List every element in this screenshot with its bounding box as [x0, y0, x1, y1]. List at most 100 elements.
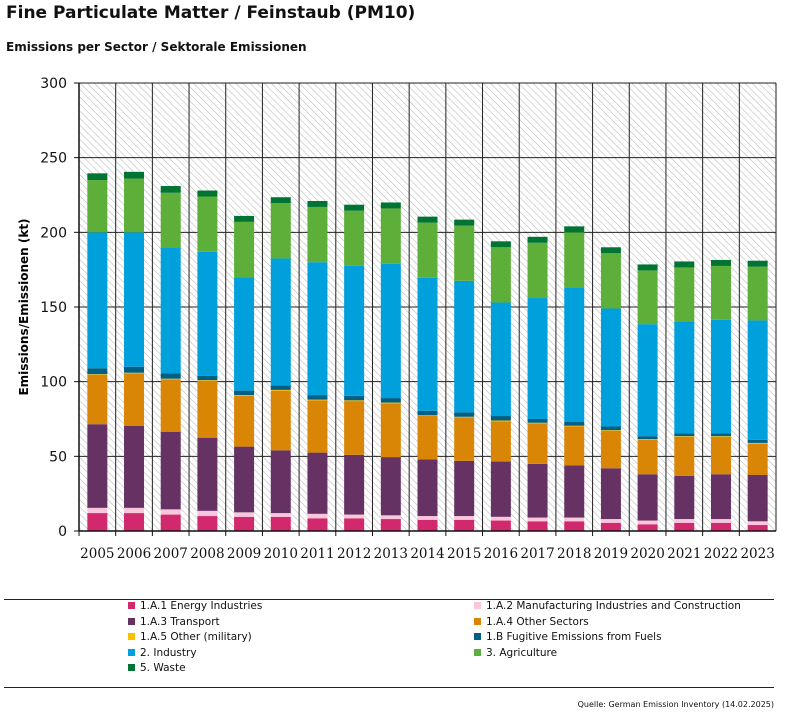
bar-segment	[124, 425, 145, 508]
legend-item: 1.A.1 Energy Industries	[128, 600, 262, 612]
bar-segment	[197, 190, 218, 197]
bar-segment	[454, 519, 475, 531]
y-tick-label: 0	[58, 524, 67, 540]
bar-segment	[87, 180, 108, 233]
bar-segment	[380, 403, 401, 458]
bar-segment	[564, 426, 585, 466]
bar-segment	[417, 277, 438, 411]
bar-segment	[417, 519, 438, 531]
bar-segment	[160, 514, 181, 531]
bar-segment	[600, 430, 621, 469]
bar-segment	[490, 302, 511, 417]
bar-segment	[234, 512, 255, 517]
bar-segment	[307, 206, 328, 263]
bar-segment	[674, 436, 695, 437]
bar-segment	[527, 419, 548, 423]
bar-segment	[417, 415, 438, 417]
bar-segment	[600, 253, 621, 309]
y-axis-label: Emissions/Emissionen (kt)	[17, 218, 31, 395]
bar-segment	[564, 521, 585, 531]
bar-segment	[600, 430, 621, 431]
legend-swatch	[474, 633, 481, 640]
bar-segment	[674, 433, 695, 437]
bar-segment	[527, 242, 548, 299]
bar-segment	[124, 373, 145, 426]
bar-segment	[87, 424, 108, 508]
legend-swatch	[128, 664, 135, 671]
bar-segment	[307, 262, 328, 396]
bar-segment	[344, 514, 365, 519]
bar-segment	[747, 475, 768, 522]
bar-segment	[234, 516, 255, 531]
bar-segment	[600, 247, 621, 254]
legend: 1.A.1 Energy Industries 1.A.2 Manufacturi…	[0, 600, 800, 682]
bar-segment	[564, 517, 585, 522]
bar-segment	[454, 412, 475, 417]
bar-segment	[564, 425, 585, 427]
bar-segment	[197, 196, 218, 252]
bar-segment	[600, 468, 621, 520]
legend-label: 2. Industry	[140, 646, 197, 659]
legend-item: 1.A.2 Manufacturing Industries and Const…	[474, 600, 741, 612]
bar-segment	[527, 423, 548, 464]
bar-segment	[344, 454, 365, 515]
bar-segment	[307, 200, 328, 207]
legend-item: 5. Waste	[128, 662, 186, 674]
bar-segment	[87, 232, 108, 369]
bar-segment	[674, 267, 695, 322]
bar-segment	[307, 395, 328, 400]
bar-segment	[527, 517, 548, 522]
bar-segment	[124, 366, 145, 373]
bar-segment	[600, 519, 621, 523]
legend-swatch	[128, 633, 135, 640]
bar-segment	[344, 204, 365, 211]
bar-segment	[380, 519, 401, 531]
bar-segment	[270, 513, 291, 517]
bar-segment	[747, 320, 768, 440]
x-tick-label: 2018	[557, 546, 591, 560]
bar-segment	[564, 287, 585, 422]
bar-segment	[344, 518, 365, 531]
legend-swatch	[474, 602, 481, 609]
legend-label: 1.B Fugitive Emissions from Fuels	[486, 631, 662, 643]
bar-segment	[234, 395, 255, 447]
bar-segment	[307, 400, 328, 453]
bar-segment	[490, 520, 511, 531]
x-tick-label: 2006	[117, 546, 151, 560]
legend-label: 5. Waste	[140, 662, 186, 674]
page-title: Fine Particulate Matter / Feinstaub (PM1…	[6, 3, 416, 23]
bar-segment	[160, 431, 181, 510]
x-tick-label: 2022	[704, 546, 738, 560]
legend-label: 1.A.1 Energy Industries	[140, 600, 263, 612]
legend-item: 1.A.5 Other (military)	[128, 631, 252, 643]
bar-segment	[87, 374, 108, 425]
bar-segment	[600, 522, 621, 531]
legend-item: 1.B Fugitive Emissions from Fuels	[474, 631, 662, 643]
y-tick-label: 250	[40, 151, 67, 167]
legend-label: 1.A.2 Manufacturing Industries and Const…	[486, 600, 741, 612]
bar-segment	[197, 510, 218, 517]
bar-segment	[710, 433, 731, 437]
legend-item: 2. Industry	[128, 647, 197, 659]
y-tick-label: 200	[40, 225, 67, 241]
bar-segment	[710, 259, 731, 266]
bar-segment	[710, 265, 731, 320]
bar-segment	[637, 264, 658, 271]
bar-segment	[380, 398, 401, 403]
bar-segment	[710, 474, 731, 520]
bar-segment	[124, 232, 145, 367]
bar-segment	[87, 513, 108, 531]
bar-segment	[637, 436, 658, 440]
legend-swatch	[474, 617, 481, 625]
x-tick-label: 2011	[300, 546, 334, 560]
bar-segment	[490, 420, 511, 422]
bar-segment	[490, 247, 511, 303]
bar-segment	[417, 459, 438, 517]
bar-segment	[270, 197, 291, 204]
bar-segment	[197, 380, 218, 438]
bar-segment	[234, 390, 255, 396]
bar-segment	[87, 507, 108, 514]
bar-segment	[710, 436, 731, 437]
x-tick-label: 2017	[520, 546, 554, 560]
